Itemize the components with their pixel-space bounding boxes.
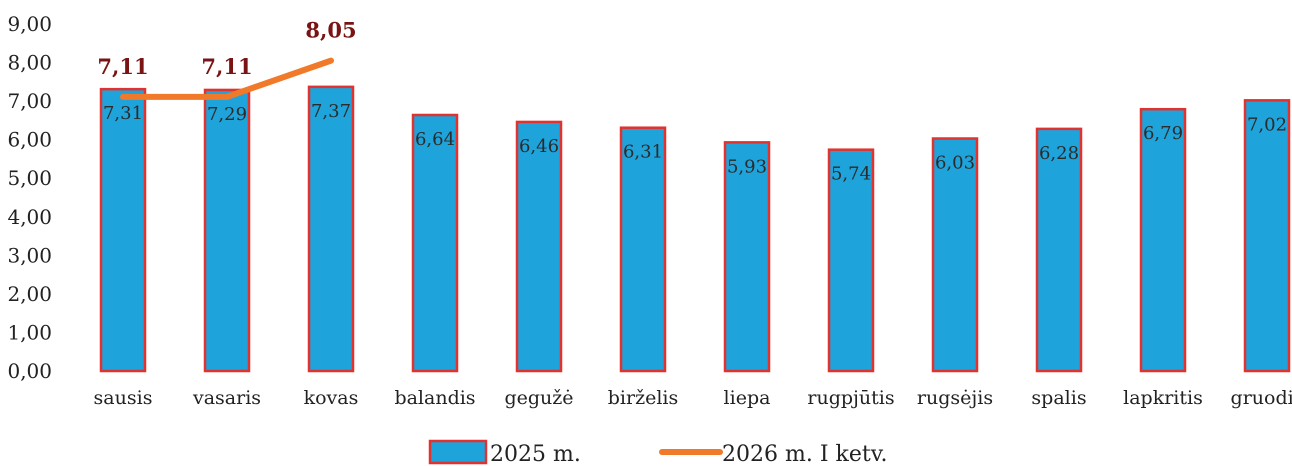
bar-value-label: 6,31 xyxy=(623,142,663,163)
bar-value-label: 7,29 xyxy=(207,104,247,125)
y-tick-label: 3,00 xyxy=(7,243,52,267)
bar-value-label: 7,02 xyxy=(1247,114,1287,135)
line-path xyxy=(120,57,334,100)
y-tick-label: 7,00 xyxy=(7,89,52,113)
bar xyxy=(619,126,667,373)
legend-swatch-2025 xyxy=(428,439,488,465)
bar-series-2025: 7,31 7,29 7,37 6,64 6,46 6,31 5,93 5,74 6,03 6,28… xyxy=(99,85,1291,373)
x-category-label: rugsėjis xyxy=(917,387,993,409)
x-category-label: balandis xyxy=(394,387,475,409)
x-category-label: rugpjūtis xyxy=(807,387,894,409)
y-tick-label: 1,00 xyxy=(7,320,52,344)
x-category-label: liepa xyxy=(724,387,771,409)
category-labels: sausis vasaris kovas balandis gegužė birželis… xyxy=(94,387,1292,409)
bar xyxy=(931,137,979,373)
y-tick-label: 2,00 xyxy=(7,282,52,306)
x-category-label: vasaris xyxy=(192,387,261,409)
line-value-label: 8,05 xyxy=(305,18,356,43)
bar xyxy=(1243,99,1291,373)
bar-value-label: 6,64 xyxy=(415,129,455,150)
bar xyxy=(99,87,147,373)
bar xyxy=(515,120,563,373)
bar-value-label: 6,03 xyxy=(935,153,975,174)
y-axis: 0,00 1,00 2,00 3,00 4,00 5,00 6,00 7,00 8,00 9,00 xyxy=(7,12,52,383)
bar-value-label: 7,37 xyxy=(311,101,351,122)
x-category-label: birželis xyxy=(608,387,678,409)
legend-label-2025: 2025 m. xyxy=(490,442,581,466)
y-tick-label: 0,00 xyxy=(7,359,52,383)
line-value-label: 7,11 xyxy=(97,54,148,79)
line-series-2026: 7,11 7,11 8,05 xyxy=(97,18,357,100)
legend: 2025 m. 2026 m. I ketv. xyxy=(428,439,888,466)
x-category-label: spalis xyxy=(1031,387,1086,409)
bar-value-label: 6,79 xyxy=(1143,123,1183,144)
bar xyxy=(411,113,459,373)
bar xyxy=(723,141,771,373)
bar xyxy=(307,85,355,373)
y-tick-label: 5,00 xyxy=(7,166,52,190)
bar-value-label: 5,93 xyxy=(727,156,767,177)
bar-value-label: 6,46 xyxy=(519,136,559,157)
bar xyxy=(1139,107,1187,373)
bar xyxy=(203,88,251,373)
bar-value-label: 7,31 xyxy=(103,103,143,124)
x-category-label: sausis xyxy=(94,387,153,409)
x-category-label: lapkritis xyxy=(1123,387,1203,409)
x-category-label: gruodis xyxy=(1231,387,1292,409)
x-category-label: gegužė xyxy=(504,387,573,409)
y-tick-label: 9,00 xyxy=(7,12,52,36)
bar-value-label: 5,74 xyxy=(831,164,871,185)
y-tick-label: 6,00 xyxy=(7,128,52,152)
legend-label-2026: 2026 m. I ketv. xyxy=(722,442,888,466)
y-tick-label: 4,00 xyxy=(7,205,52,229)
bar xyxy=(1035,127,1083,373)
bar xyxy=(827,148,875,373)
x-category-label: kovas xyxy=(304,387,359,409)
bar-value-label: 6,28 xyxy=(1039,143,1079,164)
line-value-label: 7,11 xyxy=(201,54,252,79)
y-tick-label: 8,00 xyxy=(7,51,52,75)
